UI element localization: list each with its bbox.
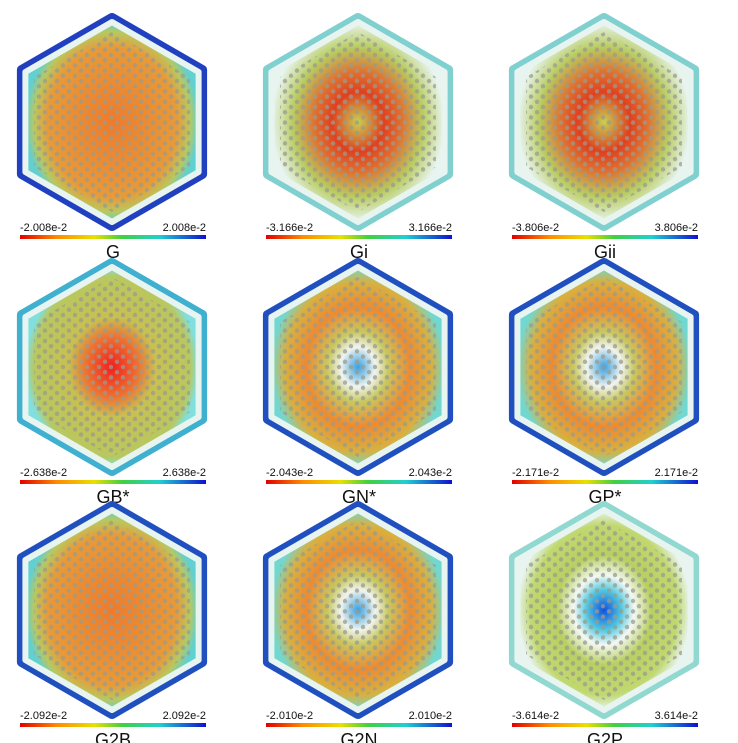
min-label: -2.043e-2: [266, 467, 313, 479]
atoms: [280, 32, 436, 212]
max-label: 2.171e-2: [655, 467, 698, 479]
colorbar: [266, 235, 452, 239]
atoms: [34, 520, 190, 700]
min-label: -2.171e-2: [512, 467, 559, 479]
max-label: 2.008e-2: [163, 222, 206, 234]
colorbar: [512, 723, 698, 727]
atoms: [526, 32, 682, 212]
atoms: [280, 277, 436, 457]
panel-label: GB*: [96, 487, 129, 507]
panel-label: G2P: [587, 730, 623, 743]
max-label: 3.614e-2: [655, 710, 698, 722]
max-label: 2.638e-2: [163, 467, 206, 479]
min-label: -3.166e-2: [266, 222, 313, 234]
max-label: 2.043e-2: [409, 467, 452, 479]
panel-label: Gi: [350, 242, 368, 262]
max-label: 3.166e-2: [409, 222, 452, 234]
atoms: [280, 520, 436, 700]
panel-label: GN*: [342, 487, 376, 507]
atoms: [34, 277, 190, 457]
colorbar: [266, 723, 452, 727]
min-label: -2.010e-2: [266, 710, 313, 722]
min-label: -2.638e-2: [20, 467, 67, 479]
colorbar: [266, 480, 452, 484]
min-label: -3.806e-2: [512, 222, 559, 234]
max-label: 3.806e-2: [655, 222, 698, 234]
panel-label: Gii: [594, 242, 616, 262]
atoms: [34, 32, 190, 212]
atoms: [526, 520, 682, 700]
panel-label: G2N: [340, 730, 377, 743]
colorbar: [20, 480, 206, 484]
min-label: -2.092e-2: [20, 710, 67, 722]
min-label: -2.008e-2: [20, 222, 67, 234]
colorbar: [20, 235, 206, 239]
colorbar: [512, 480, 698, 484]
max-label: 2.092e-2: [163, 710, 206, 722]
colorbar: [512, 235, 698, 239]
min-label: -3.614e-2: [512, 710, 559, 722]
panel-label: G2B: [95, 730, 131, 743]
colorbar: [20, 723, 206, 727]
panel-label: G: [106, 242, 120, 262]
atoms: [526, 277, 682, 457]
max-label: 2.010e-2: [409, 710, 452, 722]
panel-label: GP*: [588, 487, 621, 507]
